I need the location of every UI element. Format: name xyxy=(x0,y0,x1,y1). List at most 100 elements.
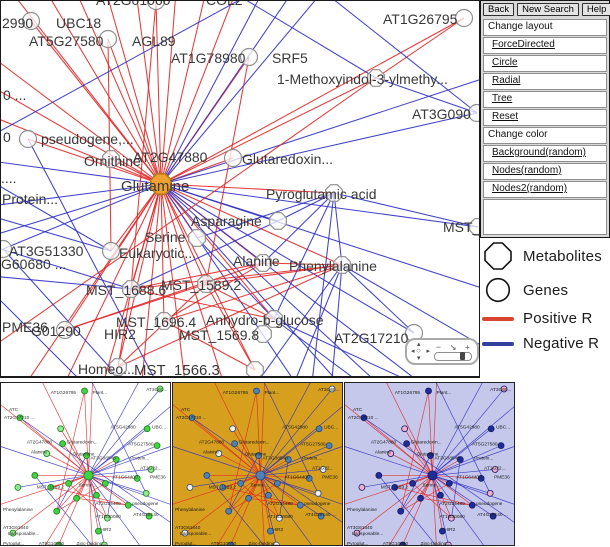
network-node[interactable] xyxy=(469,218,479,236)
network-node[interactable] xyxy=(275,514,283,522)
network-node[interactable] xyxy=(237,480,244,487)
network-node[interactable] xyxy=(439,527,446,535)
network-node[interactable] xyxy=(358,483,366,491)
network-canvas[interactable]: AT2G01060COL22990UBC18AT5G27580AGL89AT1G… xyxy=(1,1,479,376)
color-nodes-link[interactable]: Nodes(random) xyxy=(483,163,607,180)
network-node[interactable] xyxy=(98,29,118,49)
network-node[interactable] xyxy=(101,241,121,261)
network-node[interactable] xyxy=(156,385,164,393)
network-node[interactable] xyxy=(265,310,283,328)
zoom-reset-icon[interactable]: ↘ xyxy=(449,341,457,352)
back-button[interactable]: Back xyxy=(483,3,515,16)
network-node[interactable] xyxy=(188,414,196,422)
network-node[interactable] xyxy=(467,103,480,123)
network-node[interactable] xyxy=(296,501,304,509)
network-node[interactable] xyxy=(445,541,452,545)
layout-radial-link[interactable]: Radial xyxy=(483,73,607,90)
help-button[interactable]: Help xyxy=(581,3,610,16)
network-node[interactable] xyxy=(284,456,292,463)
zoom-out-icon[interactable]: − xyxy=(436,341,441,352)
network-node[interactable] xyxy=(325,184,343,202)
network-node[interactable] xyxy=(273,541,280,545)
network-node[interactable] xyxy=(500,385,508,393)
network-node[interactable] xyxy=(254,254,272,272)
network-node[interactable] xyxy=(133,475,141,482)
zoom-slider[interactable] xyxy=(434,351,472,361)
network-node[interactable] xyxy=(9,529,17,537)
network-node[interactable] xyxy=(333,256,351,274)
network-node[interactable] xyxy=(101,480,109,487)
color-background-link[interactable]: Background(random) xyxy=(483,145,607,162)
network-node[interactable] xyxy=(305,475,313,482)
network-node[interactable] xyxy=(314,489,322,497)
network-node[interactable] xyxy=(153,442,161,449)
network-node[interactable] xyxy=(55,541,63,545)
network-node[interactable] xyxy=(325,442,333,449)
network-node[interactable] xyxy=(57,425,65,433)
network-node[interactable] xyxy=(16,414,24,422)
network-node[interactable] xyxy=(73,494,80,502)
network-node[interactable] xyxy=(454,8,474,28)
network-node[interactable] xyxy=(254,325,272,343)
network-node[interactable] xyxy=(143,425,151,433)
network-node[interactable] xyxy=(43,450,51,457)
network-node[interactable] xyxy=(437,491,444,499)
pan-down-icon[interactable]: ▾ xyxy=(417,355,421,362)
color-nodes2-link[interactable]: Nodes2(random) xyxy=(483,181,607,198)
network-node[interactable] xyxy=(486,489,494,497)
layout-forcedirected-link[interactable]: ForceDirected xyxy=(483,37,607,54)
network-node[interactable] xyxy=(367,69,385,87)
network-node[interactable] xyxy=(81,387,88,395)
network-node[interactable] xyxy=(188,229,206,247)
network-node[interactable] xyxy=(155,312,173,330)
network-node[interactable] xyxy=(14,483,22,491)
thumbnail-preview-blue[interactable]: AT1G26795 Plant... AT3G60... ATC AT2G17210 .… xyxy=(344,382,515,546)
network-node[interactable] xyxy=(317,512,325,520)
network-node[interactable] xyxy=(122,280,140,298)
network-node[interactable] xyxy=(181,529,189,537)
pan-center-icon[interactable]: ○ xyxy=(416,346,421,355)
network-node[interactable] xyxy=(265,491,272,499)
network-node[interactable] xyxy=(21,11,41,31)
new-search-button[interactable]: New Search xyxy=(517,3,579,16)
network-node[interactable] xyxy=(489,512,497,520)
pan-up-icon[interactable]: ▴ xyxy=(417,341,421,348)
network-node[interactable] xyxy=(65,480,72,487)
pan-zoom-control[interactable]: ▴ ▾ ◂ ▸ ○ − ↘ + xyxy=(405,338,479,365)
network-node[interactable] xyxy=(427,470,438,481)
layout-tree-link[interactable]: Tree xyxy=(483,91,607,108)
layout-reset-link[interactable]: Reset xyxy=(483,109,607,126)
network-node[interactable] xyxy=(319,466,327,473)
network-node[interactable] xyxy=(456,456,464,463)
network-node[interactable] xyxy=(59,440,67,448)
network-node[interactable] xyxy=(267,527,274,535)
network-node[interactable] xyxy=(231,440,239,448)
zoom-slider-knob[interactable] xyxy=(460,351,465,360)
network-node[interactable] xyxy=(353,529,361,537)
network-node[interactable] xyxy=(197,275,215,293)
network-node[interactable] xyxy=(124,501,132,509)
network-node[interactable] xyxy=(239,47,259,67)
network-node[interactable] xyxy=(399,541,407,545)
thumbnail-preview-orange[interactable]: AT1G26795 Plant... AT3G60... ATC AT2G17210 .… xyxy=(172,382,343,546)
network-node[interactable] xyxy=(447,514,455,522)
network-node[interactable] xyxy=(142,489,150,497)
network-node[interactable] xyxy=(103,514,111,522)
network-node[interactable] xyxy=(1,239,13,259)
network-node[interactable] xyxy=(109,358,127,376)
network-node[interactable] xyxy=(255,452,262,459)
network-node[interactable] xyxy=(31,472,39,479)
network-node[interactable] xyxy=(146,1,166,11)
network-node[interactable] xyxy=(269,212,287,230)
network-node[interactable] xyxy=(147,466,155,473)
network-node[interactable] xyxy=(445,480,453,487)
network-node[interactable] xyxy=(145,512,153,520)
network-node[interactable] xyxy=(255,470,266,481)
network-node[interactable] xyxy=(227,541,235,545)
network-node[interactable] xyxy=(18,129,38,149)
network-node[interactable] xyxy=(491,466,499,473)
network-node[interactable] xyxy=(427,452,434,459)
network-node[interactable] xyxy=(101,541,108,545)
network-node[interactable] xyxy=(219,483,227,491)
network-node[interactable] xyxy=(477,475,485,482)
